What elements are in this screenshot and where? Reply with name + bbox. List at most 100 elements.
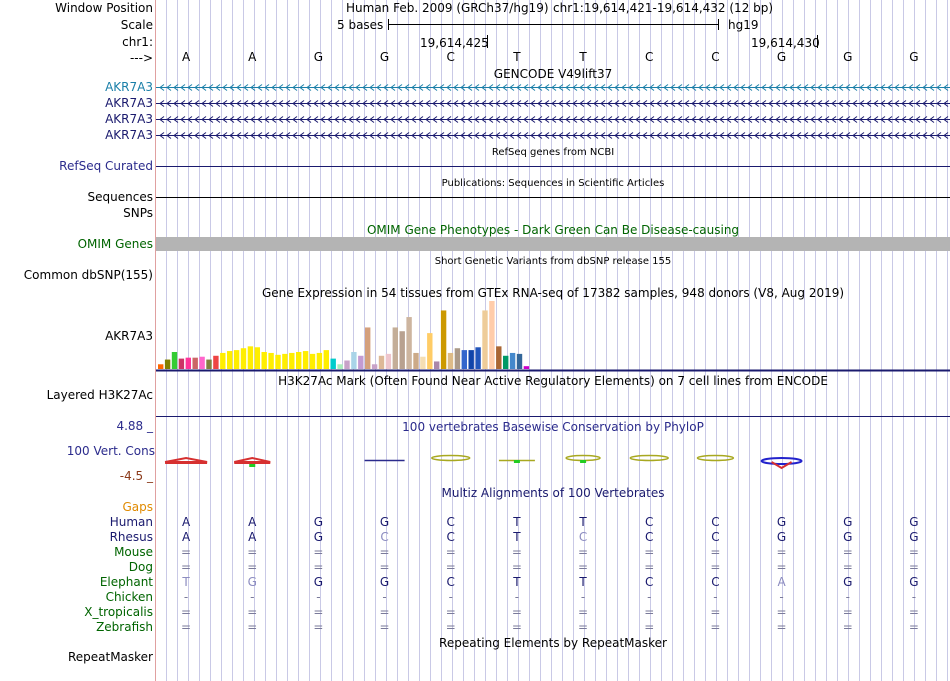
- refseq-label[interactable]: RefSeq Curated: [59, 159, 153, 173]
- gencode-strand-chevron: [229, 132, 235, 139]
- gencode-strand-chevron: [635, 132, 641, 139]
- base-letter: A: [248, 50, 257, 64]
- gencode-strand-chevron: [439, 100, 445, 107]
- gencode-strand-chevron: [341, 84, 347, 91]
- species-label[interactable]: Human: [109, 515, 153, 529]
- repeatmasker-label[interactable]: RepeatMasker: [67, 650, 153, 664]
- gtex-bar-chart[interactable]: [156, 300, 950, 372]
- alignment-base: =: [313, 560, 324, 574]
- snps-label[interactable]: SNPs: [123, 206, 153, 220]
- gencode-strand-chevron: [831, 116, 837, 123]
- gencode-strand-chevron: [586, 132, 592, 139]
- pos-tick-2: 19,614,430: [751, 36, 820, 50]
- species-label[interactable]: Elephant: [99, 575, 153, 589]
- gencode-strand-chevron: [684, 116, 690, 123]
- publications-label[interactable]: Sequences: [87, 190, 153, 204]
- gencode-strand-chevron: [236, 132, 242, 139]
- gencode-strand-chevron: [859, 116, 865, 123]
- alignment-base: -: [382, 590, 387, 604]
- alignment-base: T: [182, 575, 190, 589]
- gencode-strand-chevron: [642, 100, 648, 107]
- gencode-strand-chevron: [880, 132, 886, 139]
- gencode-strand-chevron: [852, 100, 858, 107]
- gaps-label[interactable]: Gaps: [122, 500, 153, 514]
- h3k27ac-label[interactable]: Layered H3K27Ac: [46, 388, 153, 402]
- gencode-strand-chevron: [901, 116, 907, 123]
- alignment-base: A: [777, 575, 786, 589]
- gencode-strand-chevron: [537, 116, 543, 123]
- gencode-strand-chevron: [222, 132, 228, 139]
- gencode-strand-chevron: [873, 132, 879, 139]
- gencode-strand-chevron: [201, 116, 207, 123]
- species-label[interactable]: X_tropicalis: [84, 605, 153, 619]
- gencode-strand-chevron: [355, 132, 361, 139]
- gencode-strand-chevron: [719, 116, 725, 123]
- gencode-strand-chevron: [376, 116, 382, 123]
- gencode-strand-chevron: [607, 132, 613, 139]
- gencode-strand-chevron: [586, 100, 592, 107]
- gencode-strand-chevron: [726, 84, 732, 91]
- publications-title: Publications: Sequences in Scientific Ar…: [441, 178, 665, 189]
- gtex-bar: [296, 352, 302, 369]
- phylop-mark-arrow: [771, 461, 793, 470]
- scale-label: Scale: [120, 18, 153, 32]
- omim-label[interactable]: OMIM Genes: [77, 237, 153, 251]
- gencode-strand-chevron: [243, 116, 249, 123]
- gencode-strand-chevron: [334, 100, 340, 107]
- phylop-label[interactable]: 100 Vert. Cons: [66, 444, 155, 458]
- gencode-strand-chevron: [880, 116, 886, 123]
- species-label[interactable]: Mouse: [114, 545, 153, 559]
- species-label[interactable]: Chicken: [105, 590, 153, 604]
- gencode-strand-chevron: [838, 116, 844, 123]
- gencode-strand-chevron: [691, 116, 697, 123]
- gencode-label-4[interactable]: AKR7A3: [105, 128, 153, 142]
- alignment-base: G: [776, 515, 787, 529]
- gencode-strand-chevron: [481, 84, 487, 91]
- gencode-strand-chevron: [215, 100, 221, 107]
- gencode-strand-chevron: [684, 100, 690, 107]
- gencode-strand-chevron: [579, 132, 585, 139]
- gencode-strand-chevron: [369, 100, 375, 107]
- gencode-strand-chevron: [404, 100, 410, 107]
- omim-bar[interactable]: [156, 237, 950, 251]
- gencode-strand-chevron: [467, 116, 473, 123]
- gencode-strand-chevron: [831, 84, 837, 91]
- gencode-strand-chevron: [285, 116, 291, 123]
- gtex-bar: [427, 333, 433, 369]
- species-label[interactable]: Dog: [128, 560, 153, 574]
- dbsnp-label[interactable]: Common dbSNP(155): [23, 268, 153, 282]
- phylop-logo[interactable]: [156, 448, 950, 474]
- gencode-strand-chevron: [852, 116, 858, 123]
- alignment-base: G: [313, 515, 324, 529]
- alignment-base: C: [645, 530, 654, 544]
- gtex-title: Gene Expression in 54 tissues from GTEx …: [261, 286, 845, 300]
- gtex-bar: [475, 347, 481, 369]
- gencode-label-1[interactable]: AKR7A3: [105, 80, 153, 94]
- gencode-strand-chevron: [747, 84, 753, 91]
- gencode-strand-chevron: [558, 100, 564, 107]
- gencode-strand-chevron: [509, 116, 515, 123]
- alignment-row: = = = = = = = = = = = =: [156, 620, 950, 634]
- alignment-base: G: [247, 575, 257, 589]
- base-letter: G: [379, 50, 390, 64]
- window-position-label: Window Position: [55, 1, 153, 15]
- gtex-label[interactable]: AKR7A3: [105, 329, 153, 343]
- gencode-strand-chevron: [761, 84, 767, 91]
- phylop-mark: [234, 456, 271, 463]
- gencode-strand-chevron: [523, 84, 529, 91]
- gencode-strand-chevron: [796, 100, 802, 107]
- gencode-strand-chevron: [236, 100, 242, 107]
- gencode-label-3[interactable]: AKR7A3: [105, 112, 153, 126]
- species-label[interactable]: Zebrafish: [96, 620, 153, 634]
- gencode-strand-chevron: [488, 132, 494, 139]
- gencode-strand-chevron: [726, 100, 732, 107]
- gtex-bar: [378, 355, 385, 369]
- alignment-base: T: [513, 515, 521, 529]
- gencode-strand-chevron: [257, 132, 263, 139]
- gtex-bar: [199, 356, 205, 369]
- gencode-strand-chevron: [558, 132, 564, 139]
- gtex-bar: [316, 352, 323, 369]
- gencode-strand-chevron: [565, 132, 571, 139]
- gencode-label-2[interactable]: AKR7A3: [105, 96, 153, 110]
- species-label[interactable]: Rhesus: [109, 530, 153, 544]
